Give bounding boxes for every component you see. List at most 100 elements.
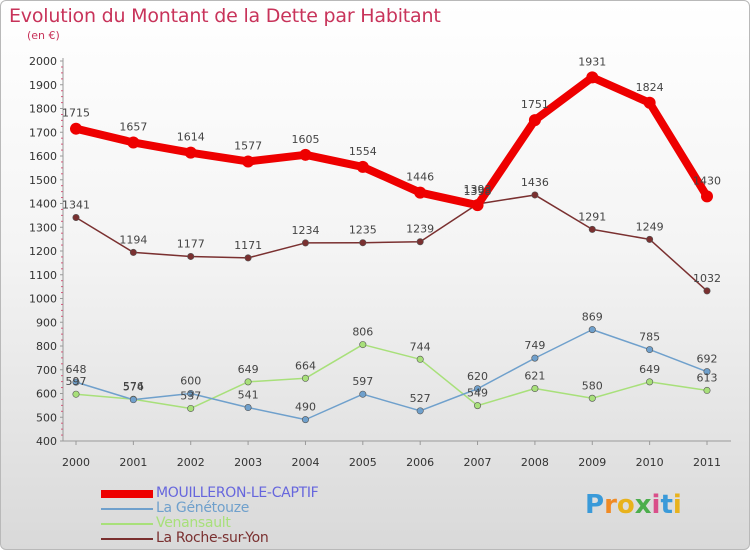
data-label: 749: [524, 339, 545, 352]
x-tick-label: 2004: [291, 456, 319, 469]
data-label: 600: [180, 375, 201, 388]
data-point: [356, 160, 369, 173]
data-point: [471, 199, 484, 212]
data-label: 1234: [291, 224, 319, 237]
x-tick-label: 2005: [349, 456, 377, 469]
legend-label: La Génétouze: [156, 500, 250, 516]
legend-label: La Roche-sur-Yon: [156, 530, 269, 546]
data-label: 1751: [521, 98, 549, 111]
legend-swatch: [101, 490, 153, 498]
data-point: [414, 186, 427, 199]
y-tick-label: 1600: [29, 150, 57, 163]
data-label: 597: [66, 375, 87, 388]
y-tick-label: 1400: [29, 198, 57, 211]
data-label: 1249: [636, 220, 664, 233]
x-tick-label: 2008: [521, 456, 549, 469]
data-point: [531, 191, 539, 199]
series-line: [75, 194, 708, 292]
data-label: 1235: [349, 224, 377, 237]
data-label: 1430: [693, 174, 721, 187]
logo-letter: o: [616, 490, 635, 520]
data-point: [531, 385, 539, 393]
axes: 400 500 600 700 800 900 1000 1100 1200 1300 1400 15…: [29, 55, 731, 469]
data-point: [244, 378, 252, 386]
data-label: 620: [467, 370, 488, 383]
data-label: 785: [639, 331, 660, 344]
y-tick-label: 1000: [29, 293, 57, 306]
data-point: [416, 355, 424, 363]
data-label: 1715: [62, 107, 90, 120]
logo-letter: t: [660, 490, 673, 520]
y-tick-label: 2000: [29, 55, 57, 68]
data-label: 1194: [119, 233, 147, 246]
y-tick-label: 500: [36, 411, 57, 424]
series-line: [75, 73, 711, 210]
data-point: [359, 390, 367, 398]
data-point: [72, 214, 80, 222]
y-tick-label: 900: [36, 316, 57, 329]
data-point: [646, 346, 654, 354]
data-label: 649: [238, 363, 259, 376]
x-tick-label: 2003: [234, 456, 262, 469]
data-label: 1824: [636, 81, 664, 94]
data-label: 576: [123, 380, 144, 393]
logo-letter: i: [651, 490, 661, 520]
data-point: [643, 96, 656, 109]
data-label: 1239: [406, 223, 434, 236]
data-point: [244, 254, 252, 262]
data-point: [244, 404, 252, 412]
y-tick-label: 800: [36, 340, 57, 353]
data-point: [646, 378, 654, 386]
data-label: 490: [295, 401, 316, 414]
data-point: [301, 374, 309, 382]
chart-subtitle: (en €): [27, 29, 60, 42]
data-point: [184, 146, 197, 159]
x-tick-label: 2006: [406, 456, 434, 469]
data-label: 597: [352, 375, 373, 388]
data-point: [474, 402, 482, 410]
legend-swatch: [101, 538, 153, 540]
data-label: 1177: [177, 237, 205, 250]
data-point: [301, 239, 309, 247]
logo-letter: r: [604, 490, 617, 520]
legend-swatch: [101, 523, 153, 525]
data-label: 806: [352, 326, 373, 339]
x-tick-label: 2002: [177, 456, 205, 469]
y-tick-label: 1800: [29, 103, 57, 116]
data-label: 744: [410, 340, 431, 353]
y-tick-label: 1900: [29, 79, 57, 92]
data-label: 1577: [234, 139, 262, 152]
data-point: [127, 136, 140, 149]
data-point: [301, 416, 309, 424]
data-point: [703, 287, 711, 295]
data-label: 1657: [119, 120, 147, 133]
y-tick-label: 1500: [29, 174, 57, 187]
data-label: 869: [582, 311, 603, 324]
chart-title: Evolution du Montant de la Dette par Hab…: [9, 5, 441, 27]
y-tick-label: 1300: [29, 221, 57, 234]
data-point: [474, 385, 482, 393]
y-tick-label: 1200: [29, 245, 57, 258]
data-labels: 1341 1194 1177 1171 1234 1235 1239 1398 1436 1291…: [62, 55, 721, 413]
x-tick-label: 2000: [62, 456, 90, 469]
proxiti-logo: Proxiti: [585, 490, 682, 520]
data-point: [187, 404, 195, 412]
x-tick-label: 2009: [578, 456, 606, 469]
data-point: [129, 396, 137, 404]
x-tick-label: 2010: [636, 456, 664, 469]
data-point: [416, 238, 424, 246]
logo-letter: P: [585, 490, 605, 520]
x-tick-label: 2011: [693, 456, 721, 469]
data-label: 1436: [521, 176, 549, 189]
data-label: 1393: [464, 183, 492, 196]
data-label: 1931: [578, 55, 606, 68]
data-point: [416, 407, 424, 415]
x-tick-label: 2007: [464, 456, 492, 469]
legend-label: MOUILLERON-LE-CAPTIF: [156, 485, 319, 501]
y-tick-label: 700: [36, 364, 57, 377]
data-point: [588, 394, 596, 402]
data-point: [187, 389, 195, 397]
data-point: [359, 341, 367, 349]
